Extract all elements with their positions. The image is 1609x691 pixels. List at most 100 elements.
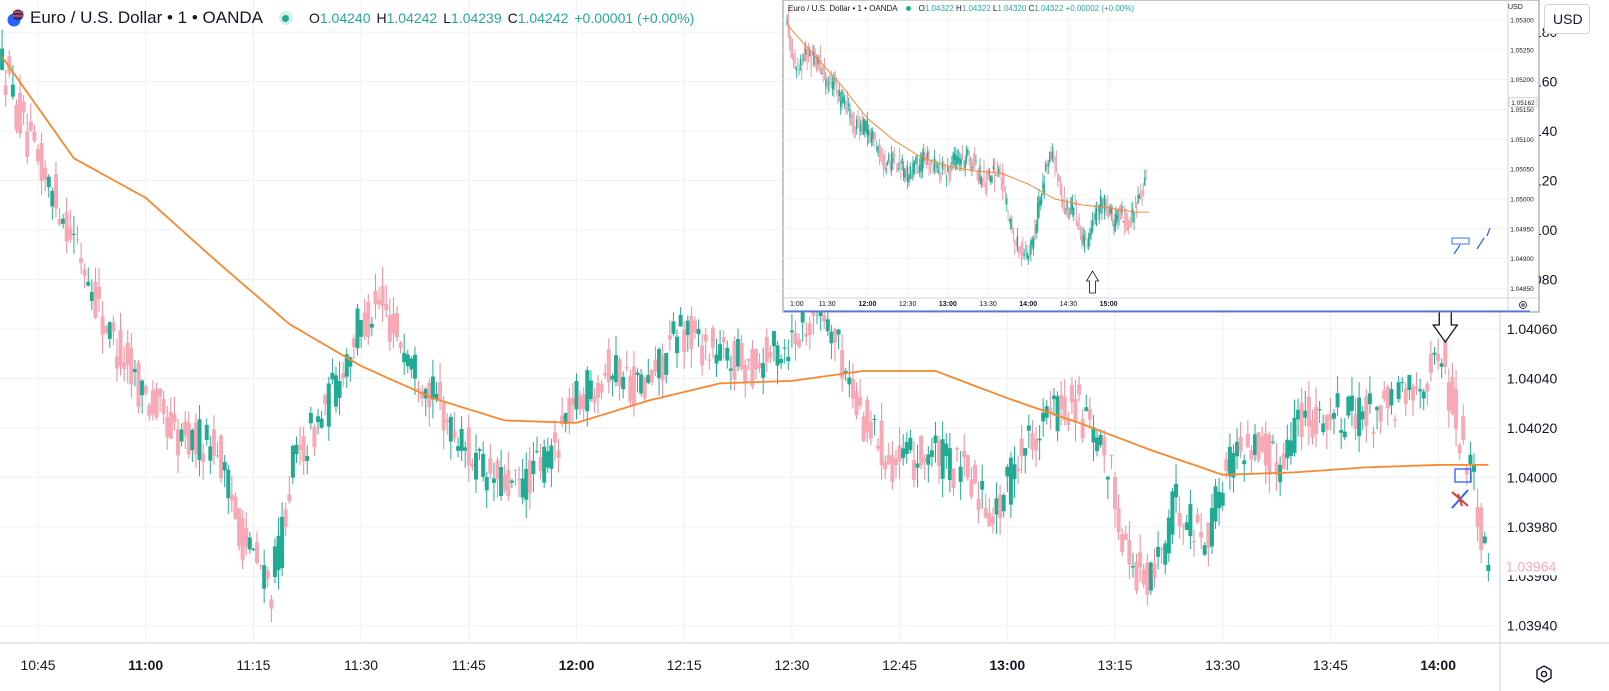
candle bbox=[1016, 455, 1021, 484]
inset-candle-body bbox=[850, 119, 853, 122]
candle bbox=[1199, 512, 1204, 550]
candle-body bbox=[43, 167, 48, 180]
inset-candle-body bbox=[823, 65, 826, 74]
inset-box-annotation bbox=[1451, 237, 1470, 245]
candle-body bbox=[1331, 413, 1336, 419]
candle bbox=[1152, 548, 1157, 588]
candle-body bbox=[574, 380, 579, 410]
candle bbox=[71, 216, 76, 254]
gear-icon[interactable] bbox=[1536, 665, 1552, 683]
candle-body bbox=[1281, 453, 1286, 470]
inset-candle-body bbox=[1115, 215, 1118, 220]
candle bbox=[1400, 377, 1405, 392]
candle-body bbox=[86, 281, 91, 286]
inset-candle bbox=[976, 170, 978, 182]
inset-candle bbox=[1129, 216, 1131, 228]
inset-candle-body bbox=[1035, 224, 1037, 234]
inset-candle-body bbox=[885, 167, 887, 172]
inset-symbol-title: Euro / U.S. Dollar • 1 • OANDA bbox=[788, 4, 898, 13]
candle-body bbox=[409, 358, 414, 370]
inset-candle bbox=[846, 90, 848, 115]
candle bbox=[1148, 561, 1153, 595]
candle-body bbox=[657, 349, 662, 379]
candle bbox=[520, 459, 525, 505]
candle-body bbox=[908, 437, 913, 451]
candle-body bbox=[143, 386, 148, 394]
inset-candle bbox=[1027, 253, 1029, 265]
candle-body bbox=[488, 458, 493, 474]
candle bbox=[25, 113, 30, 164]
candle-body bbox=[1130, 565, 1135, 568]
candle bbox=[36, 144, 40, 165]
candle bbox=[1170, 487, 1175, 545]
inset-candle-body bbox=[945, 177, 948, 179]
inset-open-value: 1.04322 bbox=[924, 4, 954, 13]
candle-body bbox=[843, 371, 848, 374]
inset-candle bbox=[787, 6, 790, 39]
candle bbox=[631, 351, 636, 417]
inset-candle bbox=[833, 71, 835, 98]
inset-currency-label: USD bbox=[1508, 4, 1523, 11]
inset-candle-body bbox=[793, 58, 795, 64]
inset-candle bbox=[843, 94, 846, 109]
inset-candle-body bbox=[1079, 227, 1082, 237]
inset-candle-body bbox=[1048, 151, 1051, 163]
candle bbox=[1249, 445, 1254, 475]
candle-body bbox=[344, 354, 349, 377]
candle-body bbox=[1472, 464, 1476, 472]
inset-candle-body bbox=[1090, 228, 1092, 236]
inset-candle bbox=[1126, 213, 1129, 232]
candle bbox=[1454, 370, 1459, 447]
candle-body bbox=[434, 394, 439, 400]
candle-body bbox=[764, 336, 769, 363]
inset-candle bbox=[983, 159, 985, 187]
candle-body bbox=[757, 362, 762, 368]
candle-body bbox=[168, 411, 173, 439]
candle-body bbox=[710, 327, 715, 348]
candle bbox=[1256, 431, 1261, 463]
candle-body bbox=[172, 414, 177, 423]
currency-button[interactable]: USD bbox=[1544, 4, 1590, 34]
inset-candle bbox=[874, 132, 877, 140]
candle-body bbox=[646, 375, 651, 383]
inset-candle bbox=[1052, 147, 1055, 163]
candle bbox=[344, 348, 349, 389]
candle bbox=[168, 397, 173, 440]
inset-candle bbox=[922, 143, 925, 169]
inset-candle-body bbox=[1024, 244, 1027, 246]
candle-body bbox=[1048, 408, 1053, 414]
candle bbox=[635, 368, 640, 393]
candle-body bbox=[57, 219, 62, 225]
candle-body bbox=[527, 460, 532, 494]
market-status-icon[interactable] bbox=[278, 11, 293, 25]
candle bbox=[398, 341, 403, 354]
candle bbox=[441, 396, 446, 450]
candle bbox=[1410, 383, 1415, 416]
symbol-title[interactable]: Euro / U.S. Dollar • 1 • OANDA bbox=[30, 8, 263, 27]
candle bbox=[452, 411, 457, 443]
candle-body bbox=[1461, 416, 1466, 441]
candle bbox=[1163, 540, 1168, 575]
candle bbox=[147, 402, 152, 421]
candle bbox=[1041, 398, 1046, 437]
candle-body bbox=[987, 512, 992, 527]
inset-candle-body bbox=[798, 68, 800, 70]
candle bbox=[240, 509, 245, 570]
candle-body bbox=[1253, 434, 1258, 456]
candle bbox=[1346, 395, 1351, 419]
inset-candle-body bbox=[1137, 194, 1139, 204]
inset-candle-body bbox=[984, 186, 987, 188]
inset-candle-body bbox=[851, 115, 854, 131]
candle bbox=[377, 286, 382, 310]
inset-candle bbox=[989, 175, 992, 186]
candle bbox=[362, 299, 367, 340]
candle bbox=[176, 418, 181, 473]
candle-body bbox=[782, 347, 787, 349]
candle-body bbox=[779, 359, 784, 364]
inset-candle-body bbox=[900, 162, 902, 172]
candle-body bbox=[18, 92, 23, 134]
candle-body bbox=[1418, 389, 1423, 392]
inset-candle-body bbox=[897, 168, 899, 170]
candle bbox=[879, 403, 884, 480]
